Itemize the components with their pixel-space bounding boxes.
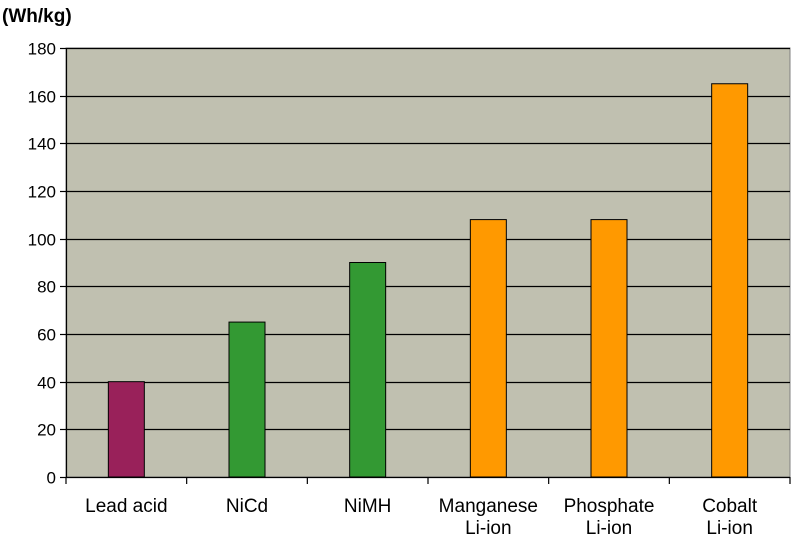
x-category-label: Lead acid [85,496,167,517]
y-tick-label: 140 [28,135,56,154]
y-tick-label: 80 [37,278,56,297]
x-category-label: NiCd [226,496,268,517]
bar [469,219,507,478]
y-tick-label: 0 [47,469,56,488]
y-tick-label: 40 [37,374,56,393]
y-tick-label: 60 [37,326,56,345]
y-tick-label: 100 [28,231,56,250]
x-category-label: Cobalt [702,496,758,517]
y-tick-label: 120 [28,183,56,202]
y-axis-unit-label: (Wh/kg) [2,6,72,27]
plot-area [65,47,791,478]
bar [711,83,749,478]
x-category-label: NiMH [344,496,392,517]
bar [590,219,628,478]
x-category-label: Li-ion [586,518,632,539]
x-category-label: Li-ion [706,518,752,539]
bar [349,262,387,478]
x-category-label: Phosphate [564,496,655,517]
bar [107,381,145,478]
x-category-label: Manganese [439,496,538,517]
y-tick-label: 160 [28,88,56,107]
bar [228,321,266,478]
x-category-label: Li-ion [465,518,511,539]
y-tick-label: 20 [37,421,56,440]
y-tick-label: 180 [28,40,56,59]
